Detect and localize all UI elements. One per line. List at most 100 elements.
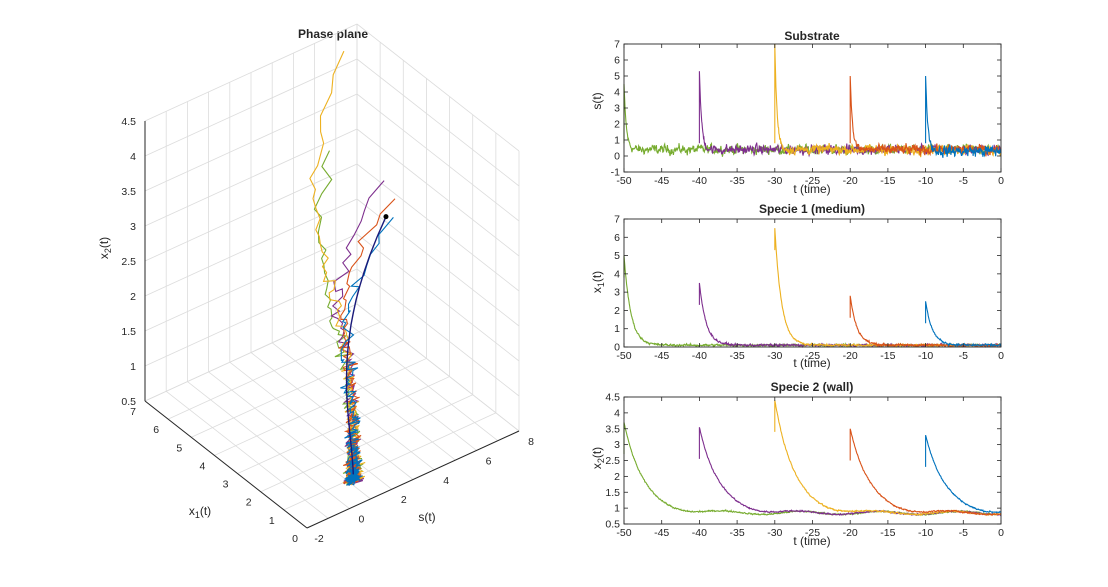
s-axis-line <box>306 430 520 529</box>
floor-grid-line <box>214 358 427 456</box>
s-tick-label: 8 <box>528 436 534 448</box>
x-tick-label: -35 <box>730 175 745 187</box>
y-tick-label: -1 <box>611 167 620 179</box>
y-tick-label: 1 <box>614 503 620 515</box>
panel2-frame <box>623 218 1002 348</box>
wall-grid-line <box>356 93 520 222</box>
y-tick-label: 3 <box>614 287 620 299</box>
x-tick-label: 0 <box>998 527 1004 539</box>
x-tick-label: -40 <box>692 350 707 362</box>
floor-grid-line <box>283 412 497 511</box>
x-tick-label: -30 <box>767 527 782 539</box>
floor-grid-line <box>250 352 414 480</box>
wall-grid-line <box>356 268 520 397</box>
panel1-series-blue <box>925 75 1002 158</box>
y-tick-label: 3 <box>614 103 620 115</box>
x-tick-label: -15 <box>880 175 895 187</box>
specie2-xlabel: t (time) <box>793 534 830 548</box>
start-marker <box>383 214 389 220</box>
y-tick-label: 5 <box>614 250 620 262</box>
floor-grid-line <box>208 371 371 500</box>
x-tick-label: -20 <box>843 175 858 187</box>
x-tick-label: -30 <box>767 175 782 187</box>
y-tick-label: 1 <box>614 135 620 147</box>
y-tick-label: 0.5 <box>605 519 620 531</box>
x1-tick-label: 1 <box>269 515 275 527</box>
wall-grid-line <box>144 23 358 122</box>
floor-grid-line <box>293 332 456 461</box>
x-tick-label: -45 <box>654 175 669 187</box>
x1-tick-label: 4 <box>200 460 206 472</box>
floor-grid-line <box>187 381 350 509</box>
y-tick-label: 4 <box>614 268 620 280</box>
x-tick-label: -15 <box>880 350 895 362</box>
y-tick-label: 0 <box>614 342 620 354</box>
x1-tick-label: 2 <box>246 497 252 509</box>
x-tick-label: -50 <box>616 350 631 362</box>
wall-grid-line <box>144 303 358 402</box>
panel3-series-orange <box>849 428 1002 516</box>
y-tick-label: 4.5 <box>605 392 620 404</box>
x-tick-label: -20 <box>843 527 858 539</box>
s-tick-label: 6 <box>486 455 492 467</box>
x1-tick-label: 5 <box>176 442 182 454</box>
floor-grid-line <box>314 323 477 451</box>
x2-tick-label: 1.5 <box>121 326 136 338</box>
s-tick-label: 2 <box>401 494 407 506</box>
x-tick-label: 0 <box>998 175 1004 187</box>
x-tick-label: -5 <box>959 175 968 187</box>
x-tick-label: -35 <box>730 527 745 539</box>
trajectory-blue <box>340 217 394 486</box>
x-tick-label: -45 <box>654 350 669 362</box>
phase-plane-axes <box>144 121 520 529</box>
s-tick-label: 0 <box>358 514 364 526</box>
specie1-title: Specie 1 (medium) <box>759 202 865 216</box>
y-tick-label: 1 <box>614 323 620 335</box>
x-tick-label: -10 <box>918 350 933 362</box>
wall-grid-line <box>144 128 358 227</box>
y-tick-label: 7 <box>614 39 620 51</box>
y-tick-label: 2.5 <box>605 455 620 467</box>
y-tick-label: 6 <box>614 55 620 67</box>
wall-grid-line <box>144 58 358 157</box>
floor-grid-line <box>165 390 329 519</box>
x-tick-label: -10 <box>918 175 933 187</box>
x2-tick-label: 4 <box>130 151 136 163</box>
wall-grid-line <box>356 163 520 292</box>
specie2-ylabel: x2(t) <box>590 447 606 469</box>
x2-tick-label: 2.5 <box>121 256 136 268</box>
x-tick-label: -35 <box>730 350 745 362</box>
phase-plane-ticks: -2 0 2 4 6 8 0 1 2 3 4 5 6 70.5 1 1.5 2 2.5 3 3.5 4 4.5 <box>121 116 534 545</box>
wall-grid-line <box>356 58 520 187</box>
wall-grid-line <box>356 23 520 152</box>
x2-axis-label: x2(t) <box>97 237 113 259</box>
y-tick-label: 1.5 <box>605 487 620 499</box>
y-tick-label: 3.5 <box>605 423 620 435</box>
x-tick-label: -15 <box>880 527 895 539</box>
wall-grid-line <box>144 163 358 262</box>
specie2-plot: Specie 2 (wall) x2(t) t (time) -50 -45 -40… <box>590 380 1004 548</box>
y-tick-label: 3 <box>614 439 620 451</box>
panel2-series-blue <box>925 301 1002 348</box>
floor-grid-line <box>191 339 404 438</box>
x-tick-label: -10 <box>918 527 933 539</box>
wall-grid-line <box>144 268 358 367</box>
specie1-ylabel: x1(t) <box>590 271 606 293</box>
y-tick-label: 7 <box>614 214 620 226</box>
wall-grid-line <box>356 303 520 432</box>
x-tick-label: -50 <box>616 175 631 187</box>
floor-grid-line <box>237 376 450 474</box>
x2-tick-label: 3.5 <box>121 186 136 198</box>
x2-tick-label: 1 <box>130 361 136 373</box>
x-tick-label: -40 <box>692 175 707 187</box>
phase-plane-plot: Phase plane -2 0 2 4 6 8 0 1 2 3 4 5 6 70.5 1 1.5 2 2.5 3 3… <box>97 23 534 545</box>
x-tick-label: -20 <box>843 350 858 362</box>
x1-tick-label: 6 <box>153 424 159 436</box>
s-tick-label: -2 <box>314 533 323 545</box>
y-tick-label: 6 <box>614 232 620 244</box>
x-tick-label: -25 <box>805 175 820 187</box>
floor-grid-line <box>229 361 393 490</box>
s-tick-label: 4 <box>443 475 449 487</box>
specie1-plot: Specie 1 (medium) x1(t) t (time) -50 -45 -… <box>590 202 1004 370</box>
specie1-xlabel: t (time) <box>793 356 830 370</box>
